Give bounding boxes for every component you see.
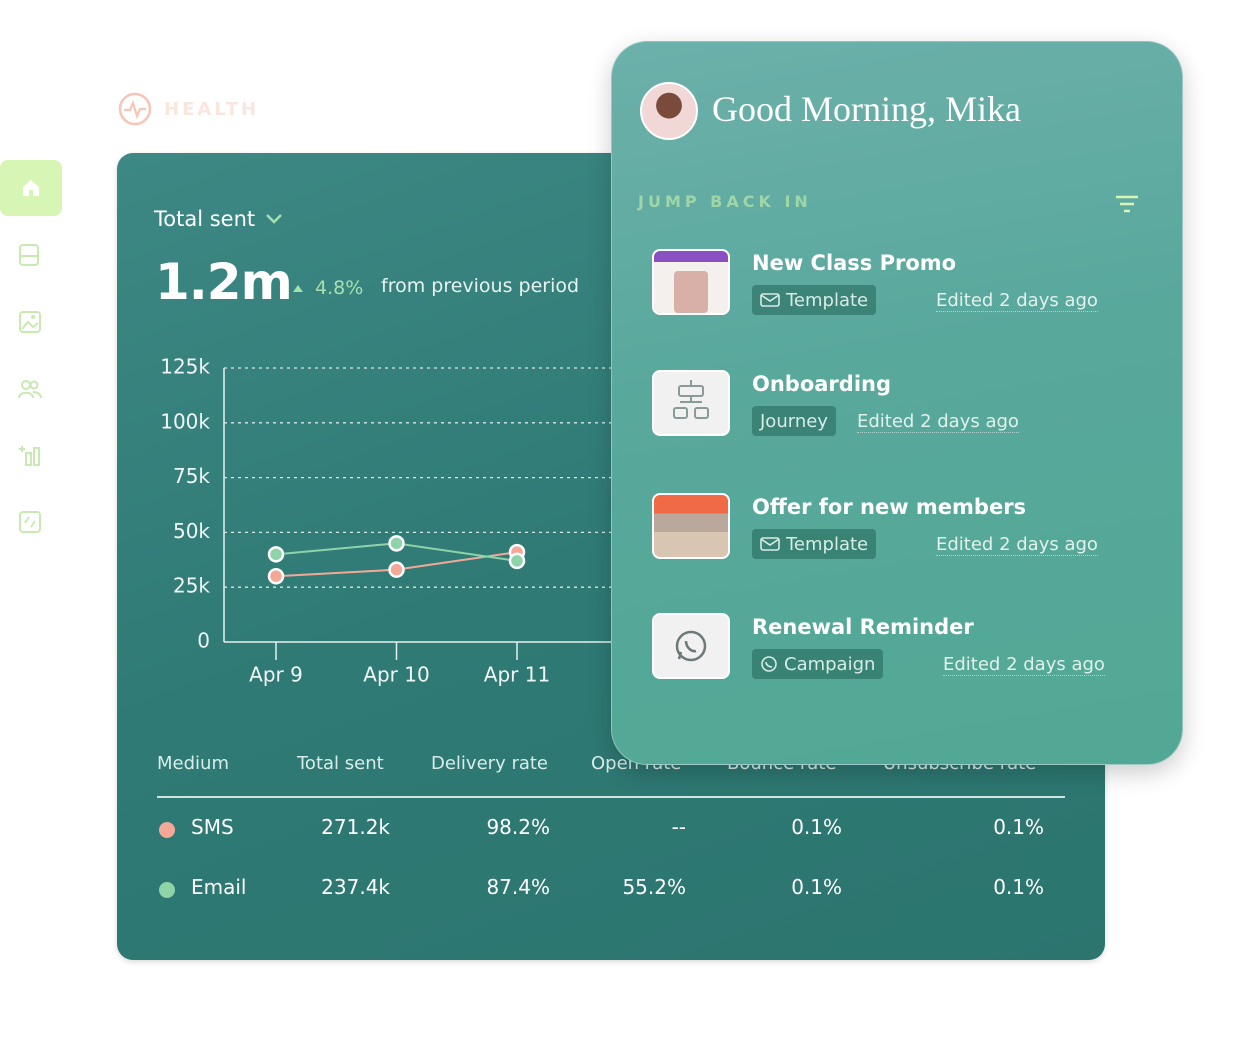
- recent-item[interactable]: Offer for new members Template Edited 2 …: [652, 493, 1122, 565]
- y-tick-label: 75k: [173, 464, 210, 488]
- thumbnail: [652, 370, 730, 436]
- chart: 0 25k 50k 75k 100k 125k Apr 9 Apr 10 Apr 11: [160, 355, 1077, 687]
- item-edited: Edited 2 days ago: [936, 290, 1098, 312]
- nav-media[interactable]: [17, 309, 43, 335]
- brand: HEALTH: [118, 92, 259, 126]
- data-point: [267, 546, 285, 563]
- avatar: [640, 82, 698, 140]
- section-title: JUMP BACK IN: [638, 192, 812, 211]
- cell: --: [671, 815, 686, 839]
- cell: 0.1%: [791, 815, 842, 839]
- item-title: Renewal Reminder: [752, 615, 974, 639]
- tag-text: Campaign: [784, 653, 876, 675]
- cell: 271.2k: [321, 815, 390, 839]
- y-tick-label: 25k: [173, 574, 210, 598]
- up-arrow: [293, 285, 303, 292]
- tag-text: Template: [786, 289, 869, 311]
- thumbnail: [652, 613, 730, 679]
- y-tick-label: 0: [197, 629, 210, 653]
- data-point: [508, 552, 526, 570]
- thumbnail: [652, 493, 730, 559]
- tag-text: Template: [786, 533, 869, 555]
- nav-contacts[interactable]: [17, 376, 43, 402]
- chevron: [266, 214, 283, 224]
- legend-dot: [159, 882, 175, 898]
- data-point: [388, 561, 405, 578]
- item-tag: Campaign: [752, 649, 884, 679]
- cell: 0.1%: [791, 875, 842, 899]
- item-tag: Template: [752, 285, 877, 315]
- change-note: from previous period: [381, 275, 580, 297]
- x-tick-label: Apr 11: [484, 663, 550, 687]
- nav-automation[interactable]: [17, 509, 43, 535]
- y-tick-label: 125k: [160, 355, 210, 379]
- item-title: New Class Promo: [752, 251, 957, 275]
- cell: 87.4%: [486, 875, 550, 899]
- nav-reports[interactable]: [17, 443, 43, 469]
- data-point: [388, 535, 405, 552]
- column-header: Total sent: [297, 753, 384, 774]
- column-header: Medium: [157, 753, 229, 774]
- item-edited: Edited 2 days ago: [936, 534, 1098, 556]
- cell: 55.2%: [622, 875, 686, 899]
- greeting: Good Morning, Mika: [712, 89, 1021, 129]
- cell: 0.1%: [993, 815, 1044, 839]
- recent-item[interactable]: Onboarding Journey Edited 2 days ago: [652, 370, 1122, 442]
- item-title: Onboarding: [752, 372, 892, 396]
- filter-button[interactable]: [1114, 194, 1140, 214]
- change-value: 4.8%: [315, 277, 364, 299]
- legend-dot: [159, 822, 175, 838]
- column-header: Delivery rate: [431, 753, 548, 774]
- y-tick-label: 50k: [173, 519, 210, 543]
- total-value: 1.2m: [155, 253, 293, 311]
- item-title: Offer for new members: [752, 495, 1027, 519]
- change: 4.8%: [293, 277, 363, 299]
- nav-home[interactable]: [0, 160, 62, 216]
- metric-label: Total sent: [154, 207, 256, 231]
- thumbnail: [652, 249, 730, 315]
- brand-icon: [118, 92, 152, 126]
- recent-item[interactable]: Renewal Reminder Campaign Edited 2 days …: [652, 613, 1122, 685]
- item-edited: Edited 2 days ago: [943, 654, 1105, 676]
- brand-text: HEALTH: [164, 98, 260, 120]
- cell: 237.4k: [321, 875, 390, 899]
- cell: 98.2%: [486, 815, 550, 839]
- recent-item[interactable]: New Class Promo Template Edited 2 days a…: [652, 249, 1122, 321]
- nav-inbox[interactable]: [17, 242, 43, 268]
- row-label: SMS: [191, 815, 234, 839]
- cell: 0.1%: [993, 875, 1044, 899]
- row-label: Email: [191, 875, 247, 899]
- metric-selector[interactable]: Total sent: [154, 207, 283, 231]
- item-tag: Journey: [752, 406, 836, 436]
- item-tag: Template: [752, 529, 877, 559]
- table-rule: [157, 796, 1065, 798]
- item-edited: Edited 2 days ago: [857, 411, 1019, 433]
- x-tick-label: Apr 9: [249, 663, 303, 687]
- x-tick-label: Apr 10: [363, 663, 429, 687]
- jump-panel: Good Morning, Mika JUMP BACK IN New Clas…: [611, 41, 1183, 765]
- tag-text: Journey: [760, 410, 828, 432]
- data-point: [267, 567, 285, 585]
- y-tick-label: 100k: [160, 409, 210, 433]
